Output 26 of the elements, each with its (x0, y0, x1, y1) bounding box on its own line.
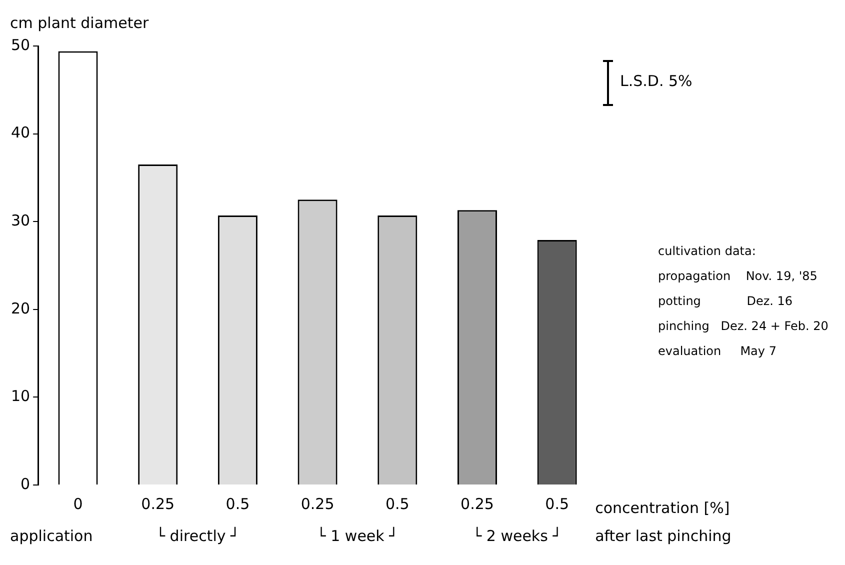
x-tick-label: 0.25 (460, 494, 494, 513)
y-tick-label: 10 (10, 387, 30, 406)
text: cultivation data: (658, 244, 756, 258)
text: pinching Dez. 24 + Feb. 20 (658, 319, 828, 334)
text: └ 2 weeks ┘ (472, 526, 562, 545)
text: evaluation May 7 (658, 344, 776, 358)
text: └ 1 week ┘ (316, 526, 398, 545)
text: L.S.D. 5% (620, 72, 692, 90)
x-tick-label: 0.5 (385, 494, 410, 513)
text: propagation Nov. 19, '85 (658, 269, 818, 284)
x-tick-label: 0.25 (300, 494, 334, 513)
text: application (10, 526, 93, 545)
y-tick-label: 30 (10, 211, 30, 230)
y-tick-label: 20 (10, 299, 30, 318)
y-tick-label: 0 (20, 474, 30, 493)
text: potting Dez. 16 (658, 294, 793, 308)
x-tick-label: 0 (73, 494, 83, 513)
x-tick-label: 0.5 (226, 494, 250, 513)
y-axis-title: cm plant diameter (10, 14, 150, 32)
text: after last pinching (595, 526, 732, 545)
text: └ directly ┘ (156, 526, 240, 545)
x-tick-label: 0.25 (141, 494, 175, 513)
x-axis-title: concentration [%] (595, 498, 730, 517)
y-tick-label: 40 (10, 124, 30, 142)
y-tick-label: 50 (10, 36, 30, 54)
x-tick-label: 0.5 (545, 494, 570, 513)
